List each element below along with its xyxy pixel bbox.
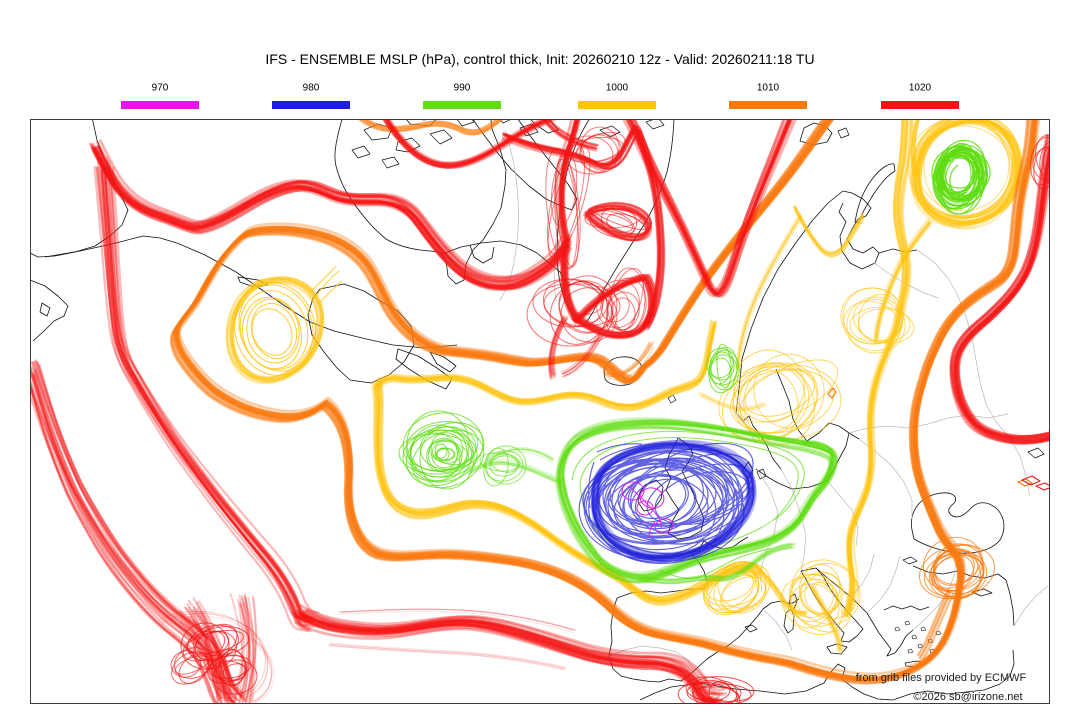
svg-text:from grib files provided by EC: from grib files provided by ECMWF [856, 672, 1027, 684]
svg-text:970: 970 [152, 83, 169, 94]
svg-text:1020: 1020 [909, 83, 932, 94]
svg-text:IFS - ENSEMBLE MSLP (hPa), con: IFS - ENSEMBLE MSLP (hPa), control thick… [265, 51, 814, 67]
svg-text:1000: 1000 [606, 83, 629, 94]
svg-text:990: 990 [454, 83, 471, 94]
svg-text:980: 980 [303, 83, 320, 94]
svg-text:©2026 sb@irizone.net: ©2026 sb@irizone.net [913, 691, 1022, 703]
svg-text:1010: 1010 [757, 83, 780, 94]
